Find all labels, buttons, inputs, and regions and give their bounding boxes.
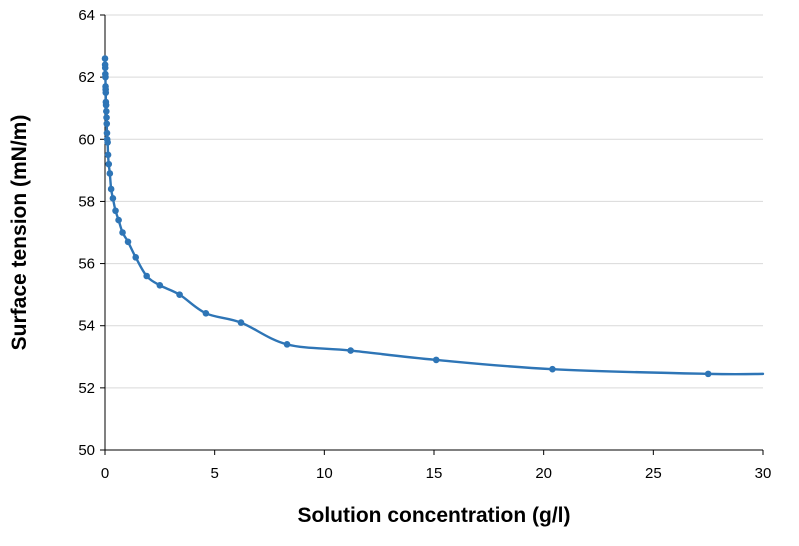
data-point-0 [101,55,109,62]
axes [104,15,763,451]
x-tick-label-10: 10 [316,465,333,482]
data-point-24 [124,238,132,246]
y-tick-label-50: 50 [78,442,95,459]
x-tick-label-25: 25 [645,465,662,482]
y-tick-label-54: 54 [78,318,95,335]
x-tick-label-30: 30 [755,465,772,482]
data-point-16 [104,151,112,159]
data-point-30 [237,319,245,326]
y-tick-label-60: 60 [78,131,95,148]
x-tick-label-20: 20 [535,465,552,482]
x-axis-title: Solution concentration (g/l) [298,504,571,527]
data-point-13 [103,129,111,137]
data-point-35 [704,370,712,378]
data-point-28 [176,291,183,298]
y-tick-label-56: 56 [78,256,95,273]
data-point-31 [283,341,291,348]
y-tick-label-52: 52 [78,380,95,397]
y-axis-title: Surface tension (mN/m) [8,115,31,351]
data-point-18 [106,170,114,177]
data-point-11 [103,114,110,121]
data-point-27 [156,282,164,289]
data-point-2 [101,64,109,72]
data-point-33 [432,356,440,364]
data-point-9 [102,101,110,109]
data-point-26 [143,272,150,280]
data-point-19 [107,185,115,193]
x-tick-label-5: 5 [210,465,218,482]
data-point-32 [347,347,354,354]
data-point-20 [109,195,117,202]
data-point-22 [115,216,122,224]
tick-labels: 50 52 54 56 58 60 62 64 0 5 10 15 20 25 30 [78,7,771,482]
data-point-29 [202,309,210,317]
data-point-4 [102,73,109,81]
data-point-34 [549,365,556,373]
data-markers [101,55,712,378]
y-tick-label-58: 58 [78,193,95,210]
data-point-25 [132,254,140,261]
data-point-17 [105,160,113,168]
data-series [103,57,765,376]
gridlines [105,14,763,389]
y-tick-label-64: 64 [78,7,95,24]
data-point-7 [102,89,110,96]
x-tick-label-15: 15 [426,465,443,482]
data-point-12 [103,120,111,128]
data-point-15 [104,139,111,146]
data-point-21 [112,207,119,215]
y-tick-label-62: 62 [78,69,95,86]
data-point-23 [119,229,126,236]
x-tick-label-0: 0 [101,465,109,482]
series-line [103,57,765,376]
data-point-10 [103,108,110,115]
